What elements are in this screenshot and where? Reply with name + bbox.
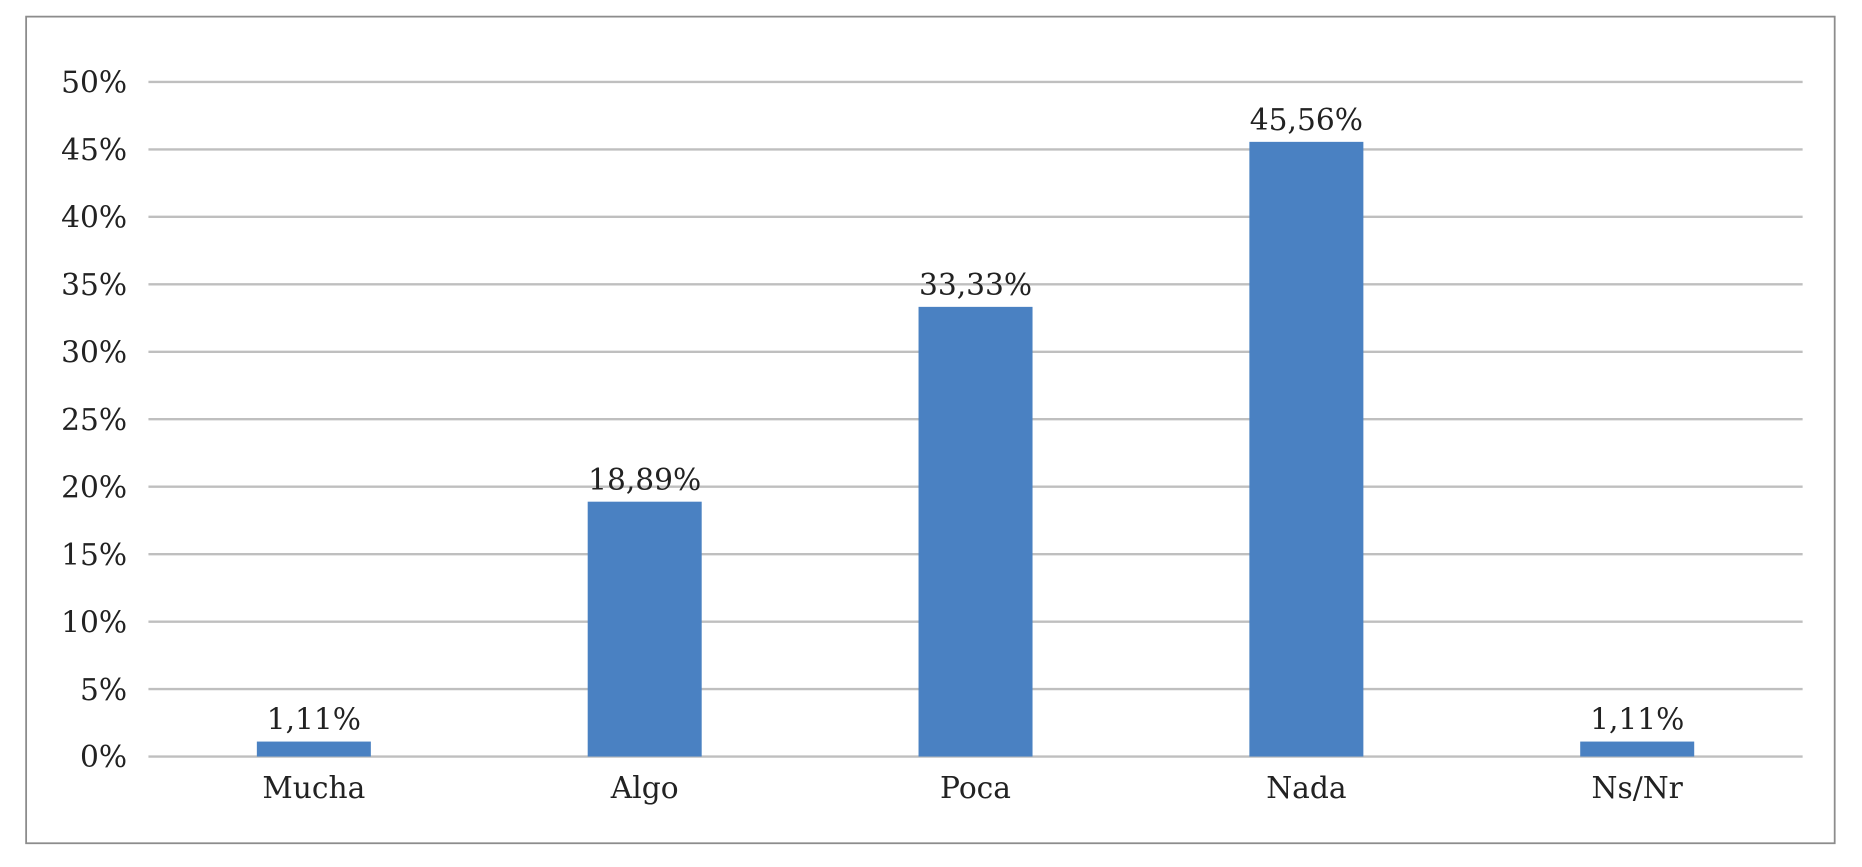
y-tick-label: 15%: [61, 537, 127, 572]
data-label: 33,33%: [919, 267, 1032, 302]
data-label: 45,56%: [1250, 102, 1363, 137]
data-label: 1,11%: [267, 702, 361, 737]
data-label: 18,89%: [588, 462, 701, 497]
y-tick-label: 10%: [61, 604, 127, 639]
y-tick-label: 50%: [61, 65, 127, 100]
y-tick-label: 25%: [61, 402, 127, 437]
x-tick-label: Mucha: [262, 770, 365, 805]
bar-nada: [1249, 141, 1364, 757]
y-tick-label: 45%: [61, 132, 127, 167]
bar-mucha: [256, 741, 371, 757]
data-label: 1,11%: [1590, 702, 1684, 737]
y-tick-label: 35%: [61, 267, 127, 302]
y-tick-label: 20%: [61, 469, 127, 504]
x-tick-label: Algo: [610, 770, 679, 805]
y-tick-label: 30%: [61, 334, 127, 369]
x-tick-label: Ns/Nr: [1592, 770, 1684, 805]
y-tick-label: 5%: [80, 672, 127, 707]
bar-poca: [918, 306, 1033, 757]
x-tick-label: Poca: [940, 770, 1011, 805]
bar-nsnr: [1580, 741, 1695, 757]
bar-algo: [587, 501, 702, 757]
y-tick-label: 40%: [61, 200, 127, 235]
y-tick-label: 0%: [80, 739, 127, 774]
x-tick-label: Nada: [1266, 770, 1346, 805]
